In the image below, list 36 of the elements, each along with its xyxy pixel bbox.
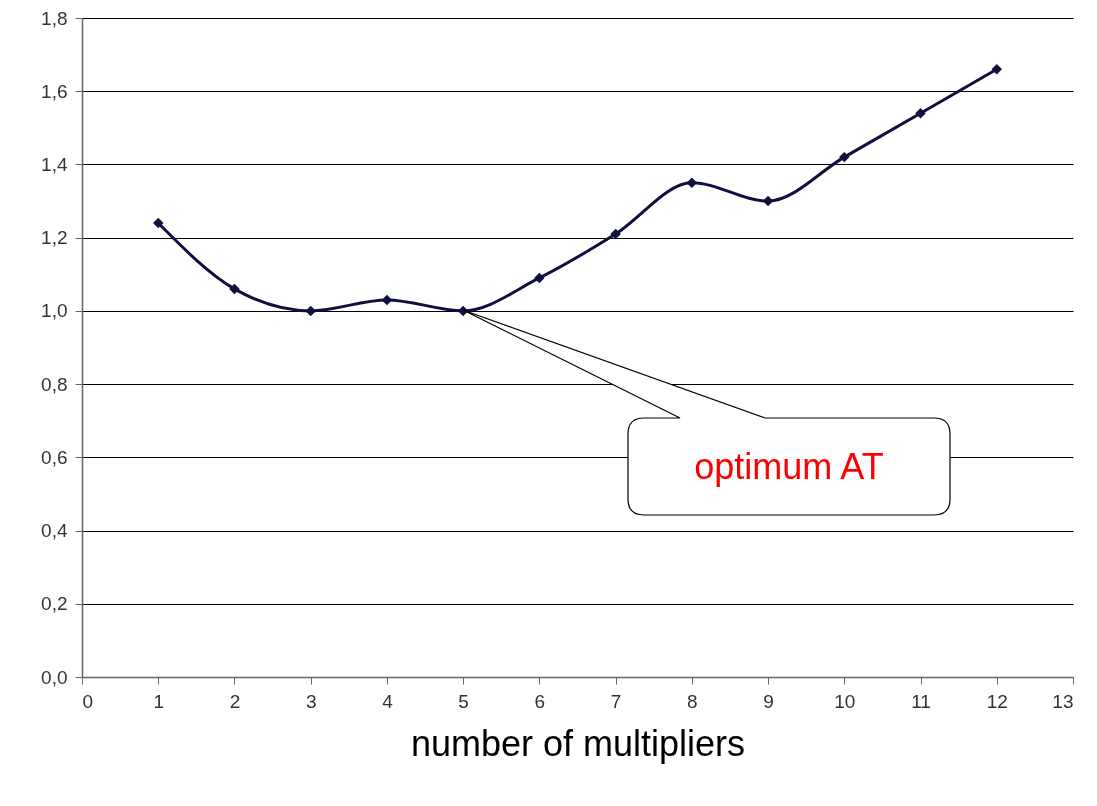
y-tick-label: 0,2: [41, 593, 68, 615]
point: [610, 228, 621, 240]
x-tick-label: 11: [911, 690, 931, 712]
x-axis-title: number of multipliers: [410, 722, 746, 764]
point: [305, 305, 316, 317]
point: [839, 151, 850, 163]
x-tick-label: 9: [763, 690, 774, 712]
x-tick-label: 2: [229, 690, 241, 712]
y-tick-label: 0,0: [41, 666, 68, 688]
x-tick-label: 1: [153, 690, 165, 712]
point: [152, 217, 164, 229]
y-tick-label: 1,0: [41, 300, 68, 322]
x-tick-label: 4: [382, 690, 394, 712]
x-tick-label: 5: [458, 690, 469, 712]
point: [915, 107, 926, 119]
x-tick-label: 8: [687, 690, 698, 712]
y-tick-label: 0,6: [41, 446, 68, 468]
x-tick-label: 6: [534, 690, 546, 712]
x-tick-label: 13: [1052, 690, 1074, 712]
x-tick-label: 0: [82, 690, 94, 712]
x-tick-label: 7: [610, 690, 622, 712]
y-tick-label: 1,4: [41, 153, 68, 175]
y-tick-label: 1,6: [41, 80, 68, 102]
annotation: optimum AT: [694, 445, 884, 487]
x-tick-label: 10: [834, 690, 856, 712]
y-tick-label: 0,8: [41, 373, 68, 395]
x-tick-label: 3: [305, 690, 317, 712]
point: [991, 64, 1003, 75]
point: [686, 177, 698, 188]
x-tick-label: 12: [986, 690, 1008, 712]
point: [229, 283, 240, 295]
y-tick-label: 1,8: [41, 7, 68, 29]
y-tick-label: 0,4: [41, 520, 68, 542]
callout-box: optimum AT: [462, 309, 951, 516]
point: [534, 272, 545, 284]
y-tick-label: 1,2: [41, 227, 68, 249]
